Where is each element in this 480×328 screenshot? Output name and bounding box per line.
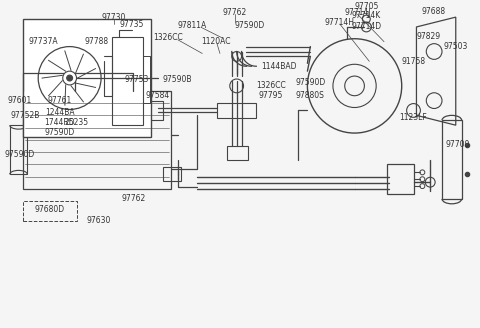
Text: 97730: 97730 bbox=[102, 12, 126, 22]
Text: 97788: 97788 bbox=[84, 37, 108, 46]
Text: 97705: 97705 bbox=[354, 2, 379, 11]
Text: 1326CC: 1326CC bbox=[256, 81, 286, 91]
Text: 97714J: 97714J bbox=[344, 8, 371, 17]
Bar bbox=[10, 125, 27, 174]
Text: 97700: 97700 bbox=[445, 140, 470, 149]
Text: 97503: 97503 bbox=[444, 42, 468, 51]
Text: 97688: 97688 bbox=[421, 7, 445, 16]
Text: 97714H: 97714H bbox=[325, 17, 355, 27]
Text: 97590D: 97590D bbox=[234, 21, 264, 31]
Text: 25235: 25235 bbox=[64, 118, 89, 127]
Text: 97601: 97601 bbox=[7, 96, 32, 105]
Bar bbox=[442, 120, 462, 199]
Bar bbox=[217, 103, 256, 118]
Text: 97735: 97735 bbox=[120, 20, 144, 30]
Text: 97795: 97795 bbox=[259, 91, 283, 100]
Text: 1144BAD: 1144BAD bbox=[261, 62, 297, 71]
Text: 97762: 97762 bbox=[121, 195, 145, 203]
Bar bbox=[144, 101, 163, 120]
Text: 97762: 97762 bbox=[223, 8, 247, 17]
Text: 97590D: 97590D bbox=[4, 150, 35, 159]
Text: 97752B: 97752B bbox=[11, 111, 40, 120]
Text: 1120AC: 1120AC bbox=[201, 37, 231, 46]
Bar bbox=[24, 91, 171, 189]
Bar bbox=[24, 19, 151, 137]
Text: 97761: 97761 bbox=[48, 96, 72, 105]
Text: 97829: 97829 bbox=[416, 32, 440, 41]
Bar bbox=[387, 165, 415, 194]
Text: 97737A: 97737A bbox=[28, 37, 58, 46]
Bar bbox=[24, 201, 77, 220]
Text: 97714K: 97714K bbox=[352, 10, 381, 20]
Text: 97590B: 97590B bbox=[163, 74, 192, 84]
Text: 1326CC: 1326CC bbox=[153, 33, 183, 42]
Text: 97590D: 97590D bbox=[295, 78, 325, 88]
Text: 97584: 97584 bbox=[146, 91, 170, 100]
Text: 97630: 97630 bbox=[87, 216, 111, 225]
Bar bbox=[112, 37, 144, 125]
Text: 97753: 97753 bbox=[124, 74, 149, 84]
Bar bbox=[227, 146, 249, 160]
Text: 97590D: 97590D bbox=[45, 128, 75, 136]
Text: 1744RD: 1744RD bbox=[45, 118, 75, 127]
Text: 1244BA: 1244BA bbox=[45, 108, 74, 117]
Bar bbox=[163, 168, 180, 181]
Text: 91758: 91758 bbox=[401, 57, 426, 66]
Text: 1123LF: 1123LF bbox=[400, 113, 427, 122]
Text: 97880S: 97880S bbox=[296, 91, 325, 100]
Circle shape bbox=[67, 75, 72, 81]
Circle shape bbox=[63, 71, 76, 85]
Text: 97714D: 97714D bbox=[351, 22, 382, 31]
Text: 97680D: 97680D bbox=[35, 205, 65, 214]
Text: 97811A: 97811A bbox=[178, 21, 207, 31]
